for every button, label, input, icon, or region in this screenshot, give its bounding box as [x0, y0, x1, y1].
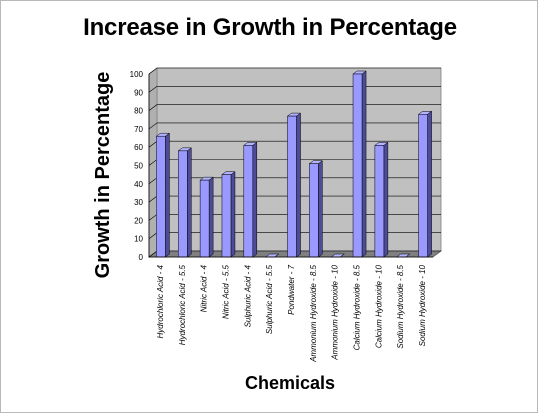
- bar-side: [361, 70, 367, 258]
- x-tick-label: Sulphuric Acid - 4: [243, 264, 252, 327]
- bar-front: [374, 145, 385, 258]
- bar: [177, 147, 193, 258]
- x-tick-label: Ammonium Hydroxide - 8.5: [309, 264, 318, 362]
- bar: [243, 141, 258, 258]
- bar-side: [230, 171, 236, 258]
- x-tick-label: Sodium Hydroxide - 8.5: [396, 264, 405, 348]
- x-axis-title: Chemicals: [244, 373, 336, 393]
- y-tick-label: 50: [134, 162, 143, 171]
- bar-side: [187, 147, 192, 258]
- bar-front: [243, 145, 254, 258]
- bar-side: [208, 176, 214, 258]
- bar-side: [296, 112, 301, 258]
- bar-side: [318, 160, 323, 258]
- bar-front: [418, 114, 428, 258]
- x-tick-label: Nitric Acid - 4: [200, 264, 209, 312]
- bar-front: [352, 73, 363, 258]
- x-tick-label: Hydrochloric Acid - 4: [156, 264, 165, 338]
- bar-front: [199, 179, 210, 258]
- y-tick-label: 90: [134, 88, 143, 97]
- y-tick-label: 0: [139, 253, 144, 262]
- bar-side: [427, 110, 432, 258]
- bar: [417, 110, 433, 258]
- x-tick-label: Nitric Acid - 5.5: [221, 264, 230, 318]
- bar: [352, 70, 367, 258]
- y-tick-label: 20: [134, 216, 143, 225]
- x-tick-label: Ammonium Hydroxide - 10: [331, 264, 340, 360]
- x-tick-label: Pondwater - 7: [287, 264, 296, 314]
- bar-front: [221, 174, 232, 258]
- y-tick-label: 30: [134, 198, 143, 207]
- y-tick-label: 40: [134, 180, 143, 189]
- bar-side: [252, 141, 258, 258]
- bar-front: [178, 150, 188, 258]
- x-tick-label: Calcium Hydroxide - 8.5: [353, 264, 362, 350]
- gridline: [148, 67, 441, 75]
- bar-front: [309, 163, 319, 258]
- bar-front: [287, 115, 297, 258]
- y-tick-label: 10: [134, 235, 143, 244]
- bar: [155, 132, 171, 258]
- bar: [308, 160, 324, 258]
- bar-front: [156, 135, 166, 258]
- bar: [286, 112, 302, 258]
- gridline: [148, 122, 441, 130]
- x-tick-label: Sulphuric Acid - 5.5: [265, 264, 274, 334]
- bar: [199, 176, 214, 258]
- x-tick-label: Sodium Hydroxide - 10: [418, 264, 427, 346]
- bar: [374, 141, 389, 258]
- bar: [221, 171, 236, 258]
- bar-side: [383, 141, 389, 258]
- y-tick-label: 100: [130, 70, 144, 79]
- gridline: [148, 86, 441, 93]
- bar-side: [165, 132, 170, 258]
- y-tick-label: 70: [134, 125, 143, 134]
- chart-title: Increase in Growth in Percentage: [83, 14, 457, 41]
- x-tick-label: Hydrochloric Acid - 5.5: [178, 264, 187, 345]
- y-tick-label: 80: [134, 107, 143, 116]
- x-tick-label: Calcium Hydroxide - 10: [374, 264, 383, 348]
- gridline: [148, 104, 441, 111]
- y-tick-label: 60: [134, 143, 143, 152]
